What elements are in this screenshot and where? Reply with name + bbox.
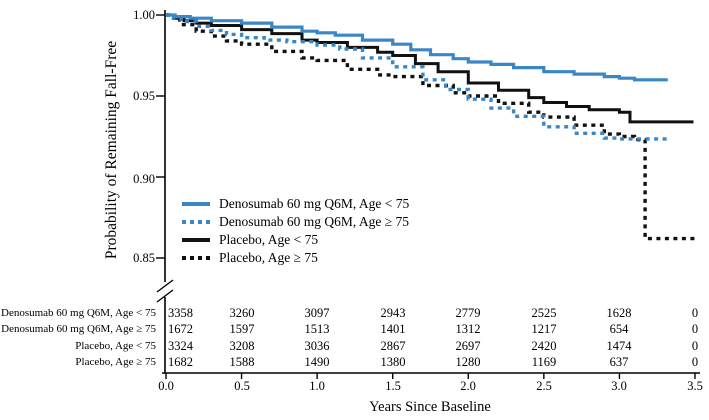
risk-count: 1628 bbox=[606, 306, 632, 320]
risk-row-label: Placebo, Age < 75 bbox=[75, 340, 156, 352]
risk-count: 0 bbox=[691, 339, 699, 353]
legend-item-denosumab-ge75: Denosumab 60 mg Q6M, Age ≥ 75 bbox=[182, 213, 409, 231]
legend-swatch-solid-blue-icon bbox=[182, 202, 210, 206]
legend-swatch-solid-black-icon bbox=[182, 238, 210, 242]
x-tick-label: 3.0 bbox=[611, 379, 627, 393]
legend-swatch-dotted-black-icon bbox=[182, 256, 210, 260]
x-tick-label: 1.5 bbox=[385, 379, 401, 393]
legend-label: Denosumab 60 mg Q6M, Age < 75 bbox=[219, 196, 410, 211]
risk-count: 1169 bbox=[531, 355, 557, 369]
risk-count: 2943 bbox=[380, 306, 406, 320]
risk-count: 2697 bbox=[455, 339, 481, 353]
risk-count: 1597 bbox=[229, 322, 255, 336]
x-tick-label: 2.0 bbox=[460, 379, 476, 393]
risk-count: 3358 bbox=[168, 306, 193, 320]
risk-count: 1588 bbox=[229, 355, 255, 369]
risk-count: 637 bbox=[609, 355, 629, 369]
risk-count: 1401 bbox=[380, 322, 406, 336]
x-tick-label: 0.0 bbox=[158, 379, 174, 393]
x-tick-label: 0.5 bbox=[234, 379, 250, 393]
risk-count: 1682 bbox=[168, 355, 193, 369]
legend-label: Placebo, Age ≥ 75 bbox=[219, 250, 318, 265]
risk-count: 3036 bbox=[304, 339, 330, 353]
x-tick-label: 1.0 bbox=[309, 379, 325, 393]
risk-count: 2420 bbox=[531, 339, 557, 353]
x-axis-title: Years Since Baseline bbox=[369, 399, 491, 415]
legend-item-denosumab-lt75: Denosumab 60 mg Q6M, Age < 75 bbox=[182, 195, 409, 213]
risk-count: 1672 bbox=[168, 322, 193, 336]
risk-row-label: Denosumab 60 mg Q6M, Age < 75 bbox=[1, 307, 156, 319]
risk-count: 0 bbox=[691, 306, 699, 320]
risk-count: 3097 bbox=[304, 306, 330, 320]
risk-table-row: Placebo, Age < 75 3324 3208 3036 2867 26… bbox=[0, 339, 709, 353]
x-tick-label: 3.5 bbox=[687, 379, 703, 393]
risk-count: 654 bbox=[609, 322, 629, 336]
risk-count: 0 bbox=[691, 322, 699, 336]
legend-label: Placebo, Age < 75 bbox=[219, 232, 319, 247]
risk-count: 1380 bbox=[380, 355, 406, 369]
y-tick-label-090: 0.90 bbox=[133, 172, 155, 186]
legend-item-placebo-lt75: Placebo, Age < 75 bbox=[182, 231, 409, 249]
risk-table-row: Denosumab 60 mg Q6M, Age < 75 3358 3260 … bbox=[0, 306, 709, 320]
risk-count: 2525 bbox=[531, 306, 557, 320]
risk-count: 1312 bbox=[455, 322, 481, 336]
risk-row-label: Denosumab 60 mg Q6M, Age ≥ 75 bbox=[1, 323, 156, 335]
risk-count: 2867 bbox=[380, 339, 406, 353]
risk-count: 0 bbox=[691, 355, 699, 369]
risk-count: 1217 bbox=[531, 322, 557, 336]
y-tick-label-095: 0.95 bbox=[133, 89, 155, 103]
risk-row-label: Placebo, Age ≥ 75 bbox=[75, 356, 156, 368]
legend-item-placebo-ge75: Placebo, Age ≥ 75 bbox=[182, 249, 409, 267]
legend-label: Denosumab 60 mg Q6M, Age ≥ 75 bbox=[219, 214, 410, 229]
risk-table-row: Placebo, Age ≥ 75 1682 1588 1490 1380 12… bbox=[0, 355, 709, 369]
risk-count: 3260 bbox=[229, 306, 255, 320]
x-tick-label: 2.5 bbox=[536, 379, 552, 393]
risk-count: 1490 bbox=[304, 355, 330, 369]
y-tick-label-100: 1.00 bbox=[133, 8, 155, 22]
risk-count: 3324 bbox=[168, 339, 193, 353]
legend: Denosumab 60 mg Q6M, Age < 75 Denosumab … bbox=[182, 195, 409, 267]
risk-count: 1280 bbox=[455, 355, 481, 369]
risk-count: 2779 bbox=[455, 306, 481, 320]
y-tick-label-085: 0.85 bbox=[133, 251, 155, 265]
risk-count: 1513 bbox=[304, 322, 330, 336]
risk-count: 3208 bbox=[229, 339, 255, 353]
risk-table-row: Denosumab 60 mg Q6M, Age ≥ 75 1672 1597 … bbox=[0, 322, 709, 336]
risk-count: 1474 bbox=[606, 339, 632, 353]
y-axis-title: Probability of Remaining Fall-Free bbox=[103, 40, 120, 260]
legend-swatch-dotted-blue-icon bbox=[182, 220, 210, 224]
